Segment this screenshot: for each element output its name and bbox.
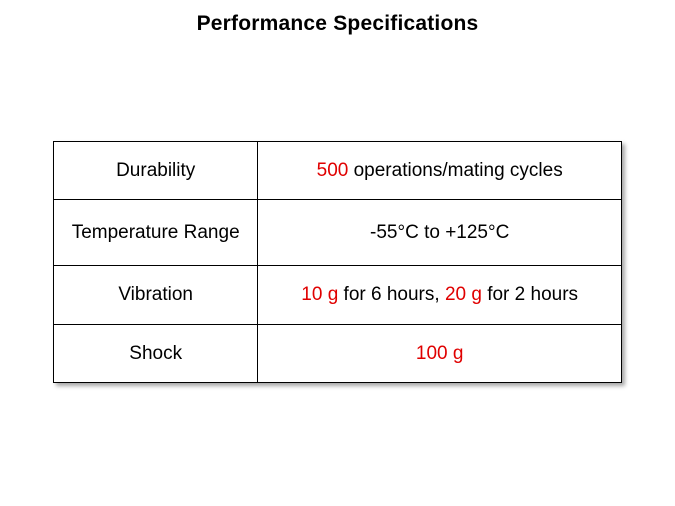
spec-value-text: for 2 hours [481,284,579,305]
spec-value-highlight: 100 g [415,342,464,364]
table-row: Shock 100 g [52,324,622,383]
spec-value-text: -55°C to +125°C [370,221,510,243]
spec-label: Temperature Range [52,199,259,266]
spec-value-highlight: 20 g [444,284,482,305]
spec-value-text: for 6 hours, [338,284,445,305]
spec-value: 10 g for 6 hours, 20 g for 2 hours [257,265,622,325]
spec-value: 500 operations/mating cycles [257,141,622,200]
spec-label: Durability [52,141,259,200]
spec-label: Vibration [52,265,259,325]
spec-value-text: operations/mating cycles [348,159,563,181]
spec-value-highlight: 10 g [301,284,339,305]
page-title: Performance Specifications [196,12,479,35]
specifications-table: Durability 500 operations/mating cycles … [52,141,622,383]
spec-value: -55°C to +125°C [257,199,622,266]
spec-value-highlight: 500 [316,159,349,181]
table-row: Temperature Range -55°C to +125°C [52,199,622,266]
spec-label: Shock [52,324,259,383]
table-row: Vibration 10 g for 6 hours, 20 g for 2 h… [52,265,622,325]
spec-value: 100 g [257,324,622,383]
table-row: Durability 500 operations/mating cycles [52,141,622,200]
